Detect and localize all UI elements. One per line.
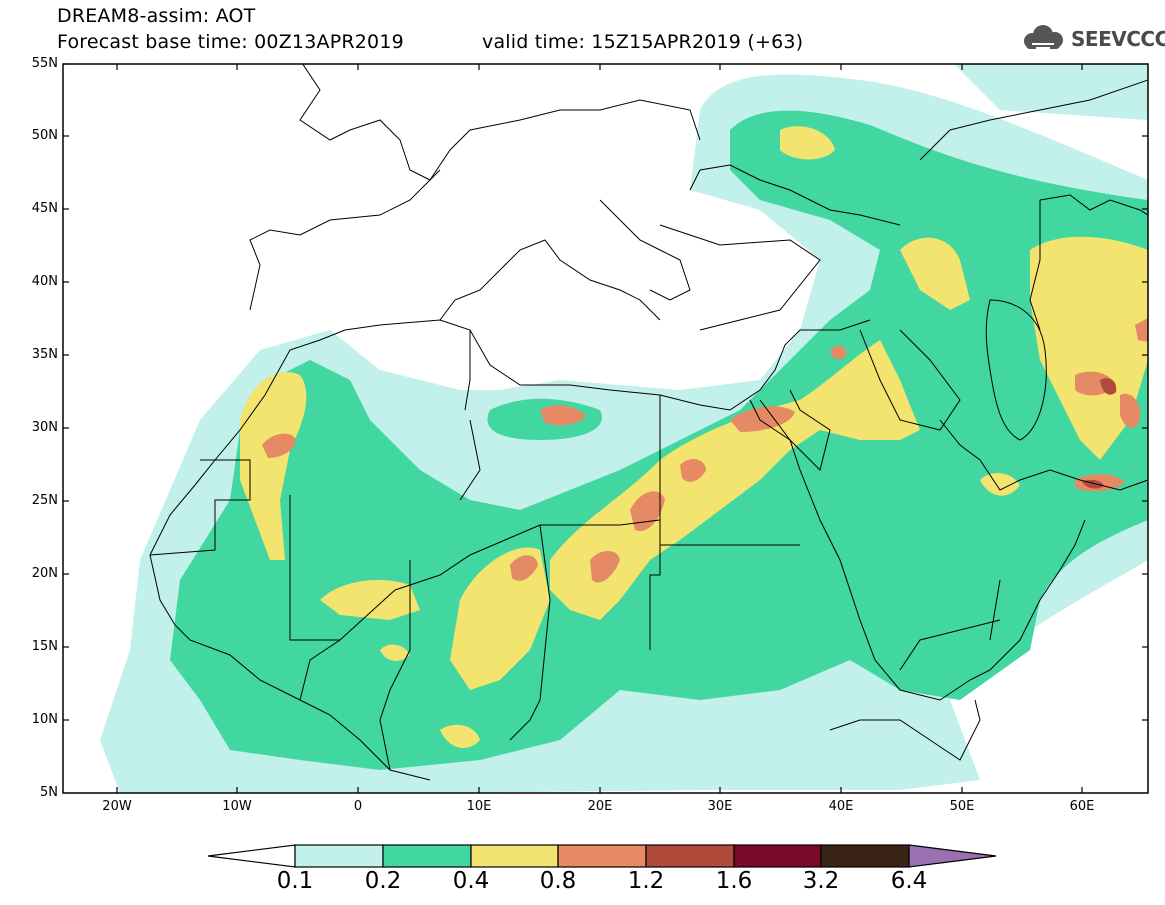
lat-label: 50N: [31, 128, 58, 143]
seevccc-logo: [1024, 25, 1063, 49]
colorbar-label: 0.1: [276, 868, 314, 894]
aot-level-0.8: [262, 318, 1148, 583]
colorbar-label: 1.2: [627, 868, 665, 894]
colorbar-bin-3.2: [820, 844, 910, 868]
lat-label: 15N: [31, 639, 58, 654]
forecast-base-time: Forecast base time: 00Z13APR2019: [57, 31, 404, 53]
colorbar-bin-0.8: [557, 844, 647, 868]
colorbar-label: 0.8: [539, 868, 577, 894]
coastlines: [149, 64, 1148, 781]
lat-label: 5N: [40, 785, 58, 800]
lon-label: 40E: [828, 799, 854, 814]
colorbar-over-arrow: [908, 844, 997, 868]
colorbar-bin-0.2: [382, 844, 472, 868]
lat-label: 25N: [31, 493, 58, 508]
aot-level-0.4: [240, 126, 1148, 749]
colorbar-label: 0.4: [452, 868, 490, 894]
colorbar-label: 0.2: [364, 868, 402, 894]
lon-label: 20E: [587, 799, 613, 814]
colorbar-bin-0.1: [294, 844, 384, 868]
colorbar-under-arrow: [207, 844, 296, 868]
colorbar-label: 6.4: [890, 868, 928, 894]
lon-label: 60E: [1069, 799, 1095, 814]
colorbar-label: 1.6: [715, 868, 753, 894]
lat-label: 30N: [31, 420, 58, 435]
colorbar-label: 3.2: [802, 868, 840, 894]
lat-label: 35N: [31, 347, 58, 362]
lon-label: 10E: [466, 799, 492, 814]
colorbar: [207, 844, 997, 868]
axis-ticks: [63, 63, 1148, 793]
lon-label: 20W: [102, 799, 132, 814]
lon-label: 10W: [222, 799, 252, 814]
lat-label: 20N: [31, 566, 58, 581]
colorbar-bin-1.6: [733, 844, 822, 868]
lon-label: 0: [353, 799, 363, 814]
cloud-icon: [1024, 25, 1063, 49]
valid-time: valid time: 15Z15APR2019 (+63): [482, 31, 804, 53]
product-title: DREAM8-assim: AOT: [57, 5, 256, 27]
lat-label: 45N: [31, 201, 58, 216]
colorbar-bin-1.2: [645, 844, 735, 868]
aot-fields: [100, 64, 1148, 793]
lon-label: 50E: [949, 799, 975, 814]
lat-label: 10N: [31, 712, 58, 727]
lat-label: 55N: [31, 56, 58, 71]
lon-label: 30E: [707, 799, 733, 814]
lat-label: 40N: [31, 274, 58, 289]
colorbar-bin-0.4: [470, 844, 559, 868]
logo-text: SEEVCCC: [1071, 27, 1165, 51]
